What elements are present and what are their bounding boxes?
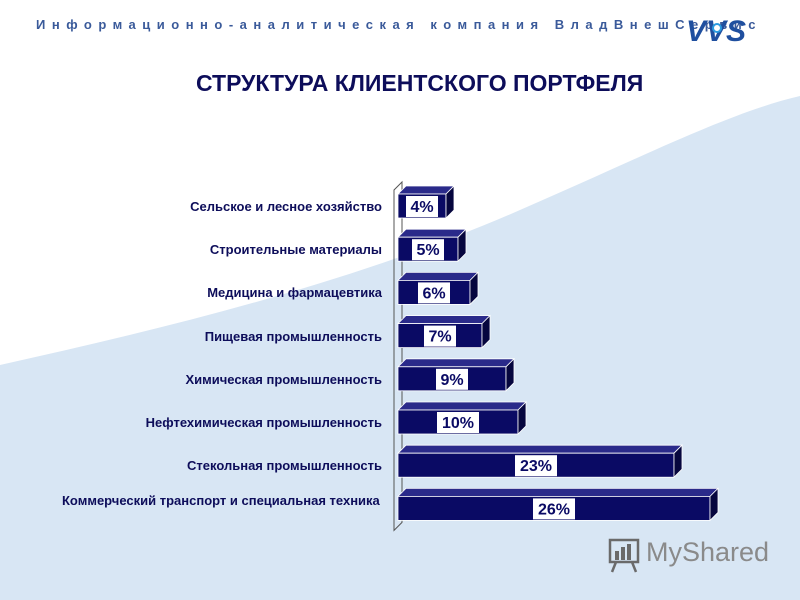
value-label-box [424,325,456,347]
value-label-box [436,368,468,390]
value-label: 6% [422,285,445,302]
bar-5 [397,357,515,392]
category-label: Сельское и лесное хозяйство [190,199,382,214]
category-axis [393,180,403,532]
value-label: 10% [442,415,474,432]
category-label: Пищевая промышленность [204,328,382,344]
watermark-chart-icon [608,538,640,573]
category-label: Строительные материалы [209,242,382,258]
value-label-box [533,498,575,520]
watermark-text: MyShared [646,537,770,567]
category-label: Химическая промышленность [185,371,382,387]
value-label: 7% [428,329,451,346]
value-label: 23% [520,458,552,475]
value-label: 4% [410,199,433,216]
vvs-logo: VVS [686,15,746,46]
value-label: 26% [538,501,570,518]
value-label-box [418,282,450,304]
category-label: Медицина и фармацевтика [207,285,382,301]
value-label: 9% [440,372,463,389]
category-label: Нефтехимическая промышленность [145,415,382,430]
value-label-box [437,412,479,433]
value-label-box [412,239,444,261]
value-label-box [406,196,438,217]
value-label-box [515,455,557,477]
category-label: Коммерческий транспорт и специальная тех… [62,493,380,509]
slide-title: СТРУКТУРА КЛИЕНТСКОГО ПОРТФЕЛЯ [196,70,644,96]
value-label: 5% [416,242,439,259]
category-label: Стекольная промышленность [187,458,382,474]
company-name-line: Информационно-аналитическая компания Вла… [36,17,762,32]
